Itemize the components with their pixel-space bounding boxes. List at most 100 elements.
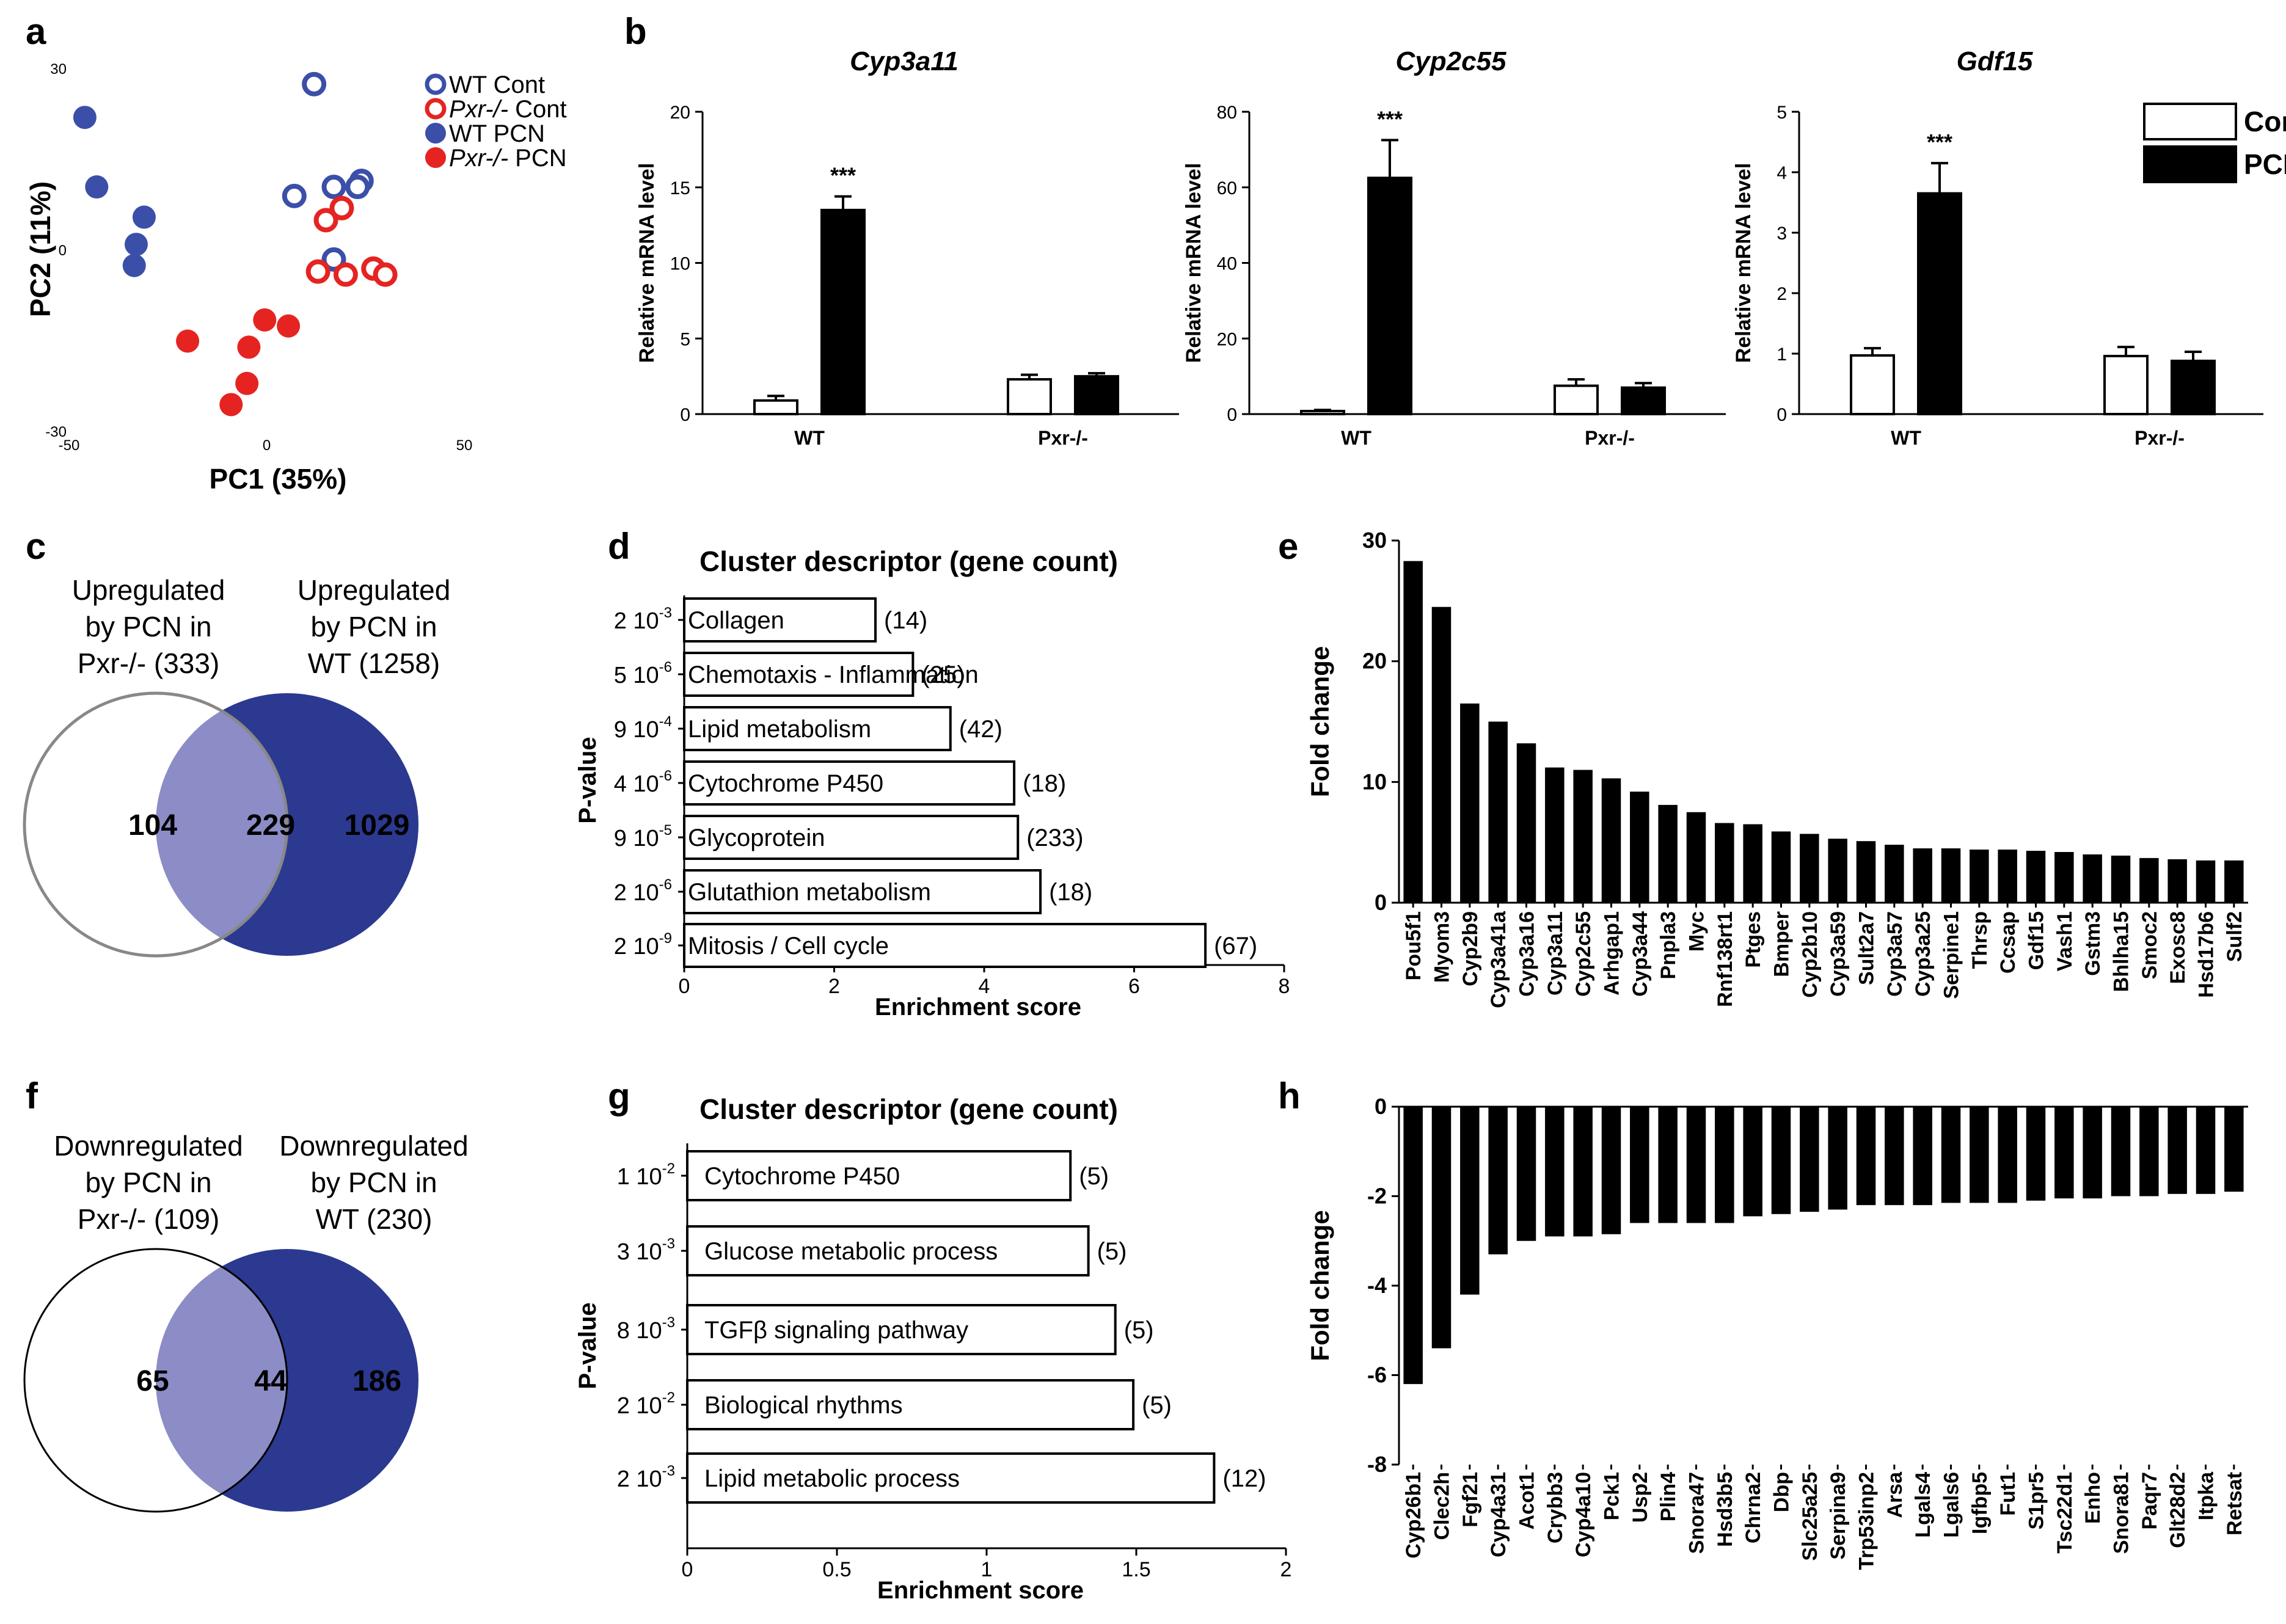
venn-right-label: Upregulated (298, 574, 451, 606)
foldchange-gene-label: Vash1 (2053, 911, 2076, 971)
enrichment-xtick: 4 (979, 975, 990, 998)
panel-a-xtick: -50 (59, 437, 80, 454)
foldchange-bar (1856, 841, 1876, 903)
enrichment-gene-count: (18) (1023, 770, 1066, 797)
wt-pcn-point (124, 233, 148, 257)
panel-b-ytick: 0 (680, 405, 690, 425)
enrichment-pvalue: 1 10-2 (617, 1160, 675, 1190)
foldchange-ytick: 0 (1375, 1094, 1387, 1119)
foldchange-bar (1516, 1107, 1536, 1241)
enrichment-pvalue: 5 10-6 (614, 659, 672, 688)
enrichment-xtick: 0.5 (822, 1558, 851, 1581)
foldchange-bar (1998, 850, 2017, 903)
foldchange-bar (1658, 804, 1678, 903)
panel-a-legend-marker (425, 98, 447, 120)
enrichment-pvalue: 2 10-6 (614, 876, 672, 906)
foldchange-ytick: -2 (1367, 1184, 1387, 1209)
pxr-pcn-point (235, 371, 259, 395)
foldchange-gene-label: Bmper (1770, 911, 1794, 977)
foldchange-gene-label: Myc (1685, 911, 1709, 952)
panel-b-significance: *** (830, 163, 856, 188)
panel-b-group-label: WT (1891, 427, 1921, 449)
enrichment-xtick: 2 (1280, 1558, 1292, 1581)
foldchange-bar (1970, 850, 1989, 903)
enrichment-pvalue: 2 10-3 (614, 605, 672, 634)
foldchange-gene-label: Plin4 (1657, 1472, 1680, 1521)
venn-right-label: WT (230) (316, 1203, 433, 1235)
panel-b-cont-bar (2103, 354, 2149, 416)
venn-left-circle (23, 1248, 288, 1513)
foldchange-gene-label: Cyp2b10 (1798, 911, 1822, 998)
foldchange-bar (1601, 1107, 1621, 1234)
enrichment-xtick: 1.5 (1122, 1558, 1150, 1581)
pxr-cont-point (373, 262, 398, 287)
foldchange-gene-label: Hsd17b6 (2195, 911, 2218, 998)
foldchange-gene-label: Trp53inp2 (1855, 1472, 1879, 1570)
foldchange-bar (1460, 1107, 1480, 1295)
foldchange-bar (1431, 1107, 1452, 1349)
panel-b-pcn-bar (820, 208, 866, 415)
foldchange-bar (1743, 824, 1762, 903)
foldchange-bar (1516, 743, 1536, 903)
panel-a-legend-label: Pxr-/- Cont (449, 96, 567, 123)
wt-cont-point (345, 175, 370, 200)
foldchange-bar (2026, 1107, 2046, 1201)
foldchange-gene-label: Crybb3 (1544, 1472, 1567, 1543)
venn-left-only-count: 104 (128, 809, 177, 842)
enrichment-bar-label: Lipid metabolism (688, 716, 871, 743)
panel-b-significance: *** (1927, 129, 1952, 155)
foldchange-gene-label: Dbp (1770, 1472, 1794, 1512)
panel-b-group-label: WT (1341, 427, 1371, 449)
foldchange-bar (1828, 1107, 1847, 1210)
pxr-pcn-point (253, 308, 277, 332)
panel-letter-d: d (608, 526, 630, 567)
enrichment-bar (686, 1304, 1117, 1355)
foldchange-gene-label: Ccsap (1996, 911, 2020, 974)
foldchange-gene-label: Cyp2c55 (1572, 911, 1595, 997)
panel-b-pcn-bar (1917, 192, 1962, 415)
foldchange-bar (1545, 1107, 1565, 1237)
enrichment-bar-label: Glutathion metabolism (688, 879, 931, 906)
foldchange-gene-label: Cyp3a11 (1544, 911, 1567, 996)
panel-a-xtick: 50 (456, 437, 473, 454)
foldchange-bar (2111, 855, 2131, 903)
venn-right-label: WT (1258) (308, 647, 440, 679)
foldchange-gene-label: Cyp4a31 (1487, 1472, 1510, 1557)
enrichment-xtick: 0 (679, 975, 690, 998)
foldchange-bar (1488, 1107, 1508, 1254)
panel-g-enrichment-down: Cluster descriptor (gene count) 0 0.5 1 1.5 2… (574, 1093, 1291, 1604)
foldchange-gene-label: Bhlha15 (2110, 911, 2133, 992)
foldchange-bar (1743, 1107, 1762, 1217)
foldchange-gene-label: Pnpla3 (1657, 911, 1680, 979)
enrichment-xtick: 0 (682, 1558, 693, 1581)
foldchange-gene-label: Arsa (1883, 1471, 1907, 1518)
panel-b-ytick: 4 (1777, 163, 1787, 183)
foldchange-gene-label: Exosc8 (2166, 911, 2189, 984)
enrichment-gene-count: (42) (959, 716, 1002, 743)
panel-a-legend-marker (425, 73, 447, 95)
foldchange-bar (1941, 1107, 1961, 1203)
panel-b-ytick: 5 (680, 329, 690, 349)
enrichment-bar (686, 1452, 1216, 1504)
panel-b-ylabel: Relative mRNA level (1182, 163, 1205, 363)
panel-b-ytick: 60 (1217, 178, 1237, 198)
panel-b-ytick: 40 (1217, 254, 1237, 274)
panel-letter-e: e (1278, 526, 1298, 567)
enrichment-bar (683, 597, 877, 643)
enrichment-bar-label: Lipid metabolic process (704, 1465, 960, 1492)
foldchange-gene-label: Enho (2081, 1472, 2105, 1524)
foldchange-ytick: 30 (1362, 528, 1387, 553)
foldchange-bar (2054, 1107, 2074, 1199)
foldchange-bar (1488, 721, 1508, 903)
enrichment-header: Cluster descriptor (gene count) (699, 1093, 1118, 1125)
foldchange-gene-label: Cyp3a16 (1516, 911, 1539, 997)
venn-left-label: by PCN in (85, 1167, 211, 1198)
foldchange-gene-label: Smoc2 (2138, 911, 2161, 980)
panel-a-xtick: 0 (263, 437, 271, 454)
wt-cont-point (282, 183, 307, 208)
foldchange-gene-label: Rnf138rt1 (1714, 911, 1737, 1007)
foldchange-bar (2083, 1107, 2102, 1199)
panel-b-legend-label: PCN (2244, 148, 2286, 180)
foldchange-bar (1630, 1107, 1649, 1223)
